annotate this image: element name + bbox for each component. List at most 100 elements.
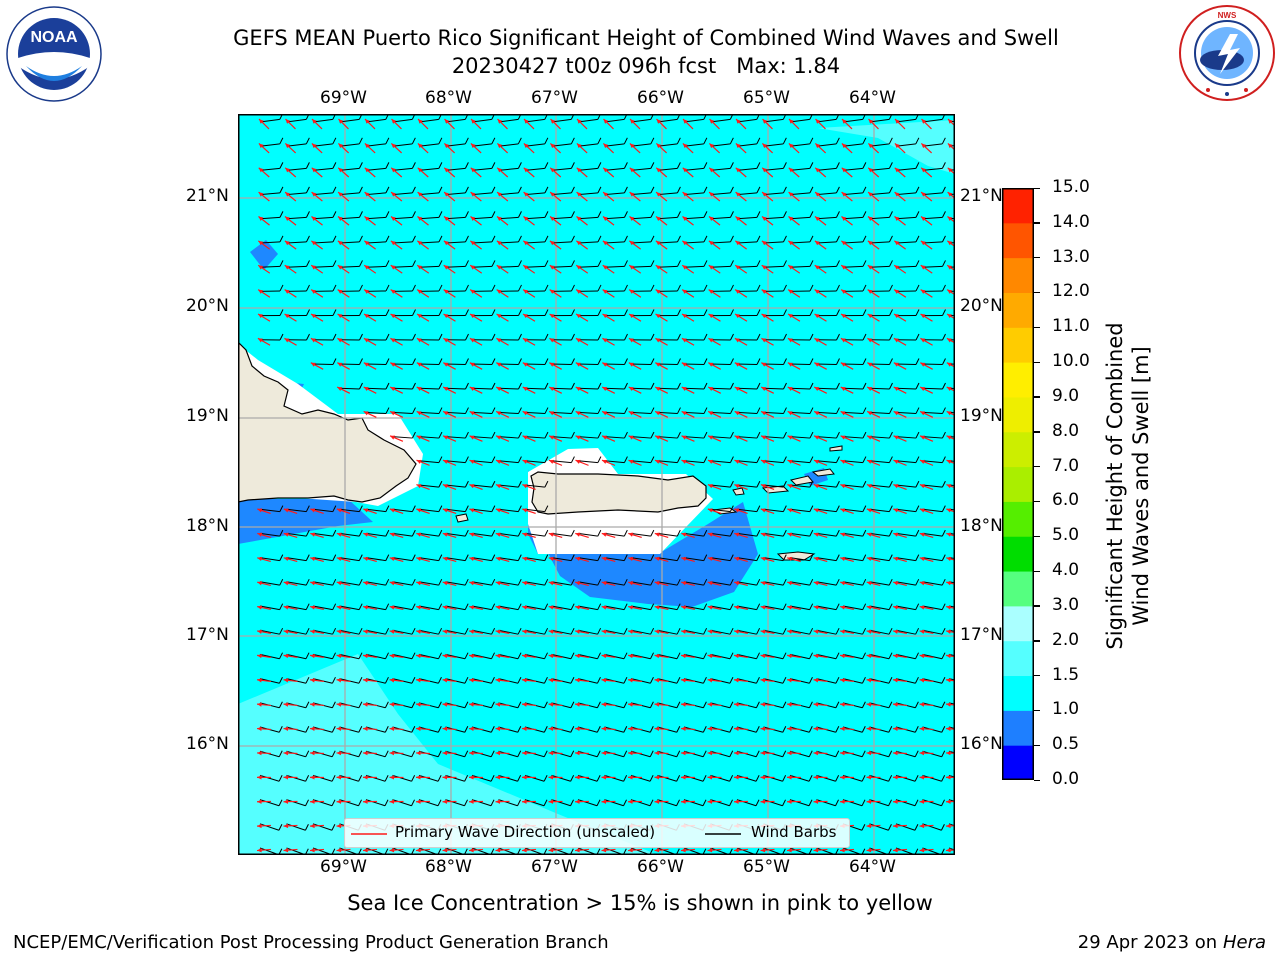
wind-barb-feather (862, 603, 867, 610)
wind-barb-feather (783, 358, 787, 365)
wave-direction-arrowhead (469, 508, 475, 513)
wind-barb-feather (703, 358, 708, 365)
wind-barb (392, 605, 413, 611)
wind-barb (789, 532, 810, 537)
wave-direction-arrowhead (760, 750, 766, 756)
wind-barb (869, 265, 890, 268)
wind-barb-feather (862, 676, 866, 684)
wind-barb-feather (888, 726, 893, 733)
wave-direction-arrowhead (470, 313, 476, 319)
wind-barb-feather (862, 186, 867, 194)
wind-barb-feather (332, 676, 336, 684)
wave-direction-arrowhead (575, 387, 581, 392)
wind-barb-feather (915, 260, 920, 267)
wind-barb (577, 557, 598, 562)
wind-barb-feather (278, 701, 283, 708)
wind-barb-feather (278, 824, 283, 831)
wind-barb-feather (888, 799, 892, 806)
wind-barb (259, 629, 280, 635)
wind-barb (339, 143, 360, 147)
wave-direction-arrowhead (946, 556, 952, 562)
wind-barb-feather (491, 652, 495, 659)
wind-barb-feather (650, 407, 655, 414)
wind-barb-feather (570, 701, 575, 708)
wind-barb (392, 363, 413, 366)
wind-barb-feather (437, 701, 442, 708)
wave-direction-arrowhead (336, 799, 342, 804)
wind-barb (471, 265, 493, 268)
wind-barb (339, 629, 360, 635)
wind-barb-feather (782, 505, 787, 512)
wind-barb-feather (358, 775, 363, 782)
land-mona-island (455, 513, 469, 523)
wind-barb-feather (384, 750, 389, 757)
wind-barb-feather (650, 627, 655, 635)
wave-direction-arrowhead (389, 629, 395, 634)
wind-barb (869, 411, 890, 415)
wind-barb-feather (437, 750, 442, 757)
wind-barb-feather (676, 603, 681, 610)
wind-barb-feather (623, 799, 627, 806)
wind-barb-feather (915, 480, 920, 488)
wind-barb-feather (676, 652, 681, 659)
wave-direction-arrowhead (469, 459, 475, 464)
wave-direction-arrowhead (310, 581, 316, 586)
wind-barb-feather (438, 211, 443, 218)
wind-barb-feather (940, 824, 945, 831)
wave-direction-arrowhead (522, 484, 528, 489)
wind-barb-feather (836, 358, 840, 365)
wind-barb-feather (756, 284, 761, 292)
wind-barb-feather (889, 235, 893, 243)
wind-barb-feather (465, 211, 469, 218)
wind-barb (630, 557, 651, 562)
wave-direction-arrowhead (523, 192, 529, 197)
wind-barb (816, 241, 837, 244)
wind-barb-feather (756, 358, 761, 365)
wind-barb-feather (755, 775, 760, 782)
wind-barb (763, 241, 784, 244)
wave-direction-arrowhead (628, 605, 633, 610)
wind-barb-feather (782, 186, 787, 194)
wind-barb-feather (571, 358, 575, 365)
wave-direction-arrowhead (681, 338, 687, 343)
wave-direction-arrowhead (497, 192, 502, 197)
wave-direction-arrowhead (946, 508, 952, 513)
wave-direction-arrowhead (946, 605, 951, 610)
wave-direction-arrowhead (550, 143, 556, 149)
wind-barb-feather (756, 235, 761, 243)
wind-barb-feather (544, 578, 549, 586)
wave-direction-arrowhead (734, 411, 740, 416)
wind-barb-feather (756, 627, 761, 635)
wind-barb-feather (332, 652, 336, 659)
wave-direction-arrowhead (336, 823, 342, 829)
wind-barb (551, 167, 572, 171)
wind-barb (418, 629, 439, 635)
wave-direction-arrowhead (337, 265, 343, 270)
wave-direction-arrowhead (893, 435, 899, 440)
wave-direction-arrowhead (894, 192, 900, 197)
wind-barb-feather (915, 554, 920, 561)
wind-barb (710, 799, 730, 807)
wind-barb (312, 363, 334, 366)
wind-barb (392, 436, 413, 439)
wind-barb-feather (729, 505, 734, 512)
wind-barb (763, 118, 784, 123)
wind-barb (604, 653, 625, 660)
wind-barb-feather (703, 627, 708, 635)
wind-barb (948, 629, 955, 632)
wind-barb-feather (544, 431, 549, 439)
wave-direction-arrowhead (363, 362, 369, 367)
wave-direction-arrowhead (389, 775, 395, 780)
wind-barb-feather (358, 676, 363, 684)
wave-direction-arrowhead (602, 216, 608, 221)
wind-barb-feather (279, 211, 284, 218)
wind-barb (365, 241, 386, 244)
wave-direction-arrowhead (813, 799, 819, 804)
wind-barb-feather (782, 456, 787, 463)
wind-barb-feather (331, 726, 336, 733)
wind-barb-feather (942, 235, 946, 243)
wave-direction-arrowhead (919, 532, 925, 537)
wind-barb-feather (332, 162, 337, 169)
wind-barb (630, 774, 651, 782)
wind-barb-feather (332, 235, 337, 243)
